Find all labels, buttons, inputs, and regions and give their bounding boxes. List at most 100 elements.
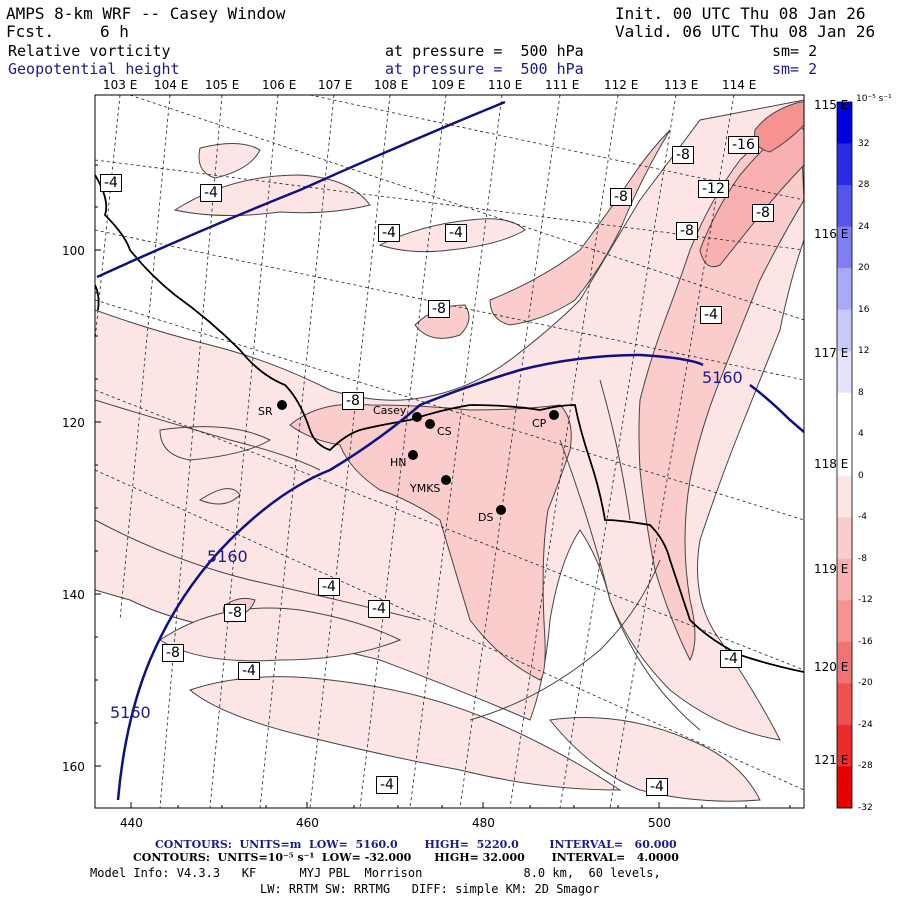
vorticity-contour-label: -4 (720, 650, 742, 668)
lon-label: 107 E (318, 78, 353, 92)
colorbar-label: 20 (858, 263, 870, 274)
lon-label: 111 E (545, 78, 580, 92)
right-lon-label: 120 E (814, 660, 849, 674)
vorticity-contour-label: -8 (610, 188, 632, 206)
lon-label: 105 E (205, 78, 240, 92)
colorbar-swatch (837, 683, 852, 726)
vorticity-contour-label: -8 (672, 146, 694, 164)
station-dot-casey[interactable] (412, 412, 422, 422)
vorticity-contour-label: -12 (698, 180, 729, 198)
colorbar-swatch (837, 143, 852, 186)
right-lon-label: 118 E (814, 457, 849, 471)
station-dot-cp[interactable] (549, 410, 559, 420)
station-label-cs: CS (437, 425, 452, 438)
lon-label: 106 E (262, 78, 297, 92)
vorticity-contour-label: -4 (318, 578, 340, 596)
shaded-vorticity (95, 99, 804, 802)
right-lon-label: 115 E (814, 98, 849, 112)
field-1-pressure: at pressure = 500 hPa (385, 42, 584, 60)
vorticity-contour-label: -4 (200, 184, 222, 202)
lon-label: 104 E (154, 78, 189, 92)
vorticity-contour-label: -8 (342, 392, 364, 410)
vorticity-contour-label: -4 (700, 306, 722, 324)
colorbar-swatch (837, 600, 852, 643)
lon-label: 103 E (103, 78, 138, 92)
field-2-smoothing: sm= 2 (772, 60, 818, 78)
valid-time: Valid. 06 UTC Thu 08 Jan 26 (615, 22, 876, 41)
colorbar-swatch (837, 226, 852, 269)
y-tick-label: 160 (62, 760, 85, 774)
footer-model-info: Model Info: V4.3.3 KF MYJ PBL Morrison 8… (90, 866, 661, 880)
colorbar-swatch (837, 724, 852, 767)
colorbar-label: -16 (858, 636, 873, 647)
colorbar-unit: 10⁻⁵ s⁻¹ (856, 94, 892, 104)
plot-title: AMPS 8-km WRF -- Casey Window (6, 4, 286, 23)
x-tick-label: 500 (648, 816, 671, 830)
station-dot-cs[interactable] (425, 419, 435, 429)
vorticity-contour-label: -4 (445, 224, 467, 242)
station-label-ymks: YMKS (410, 482, 441, 495)
vorticity-contour-label: -4 (646, 778, 668, 796)
colorbar-swatch (837, 185, 852, 228)
colorbar-label: -4 (858, 512, 867, 523)
lon-label: 113 E (664, 78, 699, 92)
station-label-ds: DS (478, 511, 494, 524)
y-tick-label: 100 (62, 244, 85, 258)
colorbar-label: 4 (858, 429, 864, 440)
right-lon-label: 117 E (814, 346, 849, 360)
field-2-name: Geopotential height (8, 60, 180, 78)
vorticity-contour-label: -4 (238, 662, 260, 680)
field-1-name: Relative vorticity (8, 42, 171, 60)
colorbar-label: 28 (858, 180, 870, 191)
station-label-cp: CP (532, 417, 547, 430)
colorbar (837, 102, 852, 809)
colorbar-label: -32 (858, 803, 873, 813)
colorbar-swatch (837, 766, 852, 809)
colorbar-swatch (837, 392, 852, 435)
height-contour-label: 5160 (207, 547, 248, 566)
y-tick-label: 120 (62, 416, 85, 430)
colorbar-label: -28 (858, 761, 873, 772)
vorticity-contour-label: -4 (368, 600, 390, 618)
station-dot-sr[interactable] (277, 400, 287, 410)
lon-label: 110 E (488, 78, 523, 92)
colorbar-swatch (837, 517, 852, 560)
vorticity-contour-label: -8 (428, 300, 450, 318)
colorbar-label: 12 (858, 346, 870, 357)
right-lon-label: 119 E (814, 562, 849, 576)
colorbar-label: -8 (858, 553, 867, 564)
colorbar-swatch (837, 641, 852, 684)
lon-label: 108 E (374, 78, 409, 92)
colorbar-label: 8 (858, 387, 864, 398)
station-label-sr: SR (258, 405, 273, 418)
station-dot-hn[interactable] (408, 450, 418, 460)
forecast-label: Fcst. (6, 22, 55, 41)
plot-frame (94, 94, 805, 809)
colorbar-label: 16 (858, 304, 870, 315)
colorbar-label: 32 (858, 138, 870, 149)
vorticity-contour-label: -4 (100, 174, 122, 192)
colorbar-swatch (837, 558, 852, 601)
vorticity-contour-label: -16 (728, 136, 759, 154)
colorbar-swatch (837, 102, 852, 145)
vorticity-contour-label: -8 (224, 604, 246, 622)
field-1-smoothing: sm= 2 (772, 42, 818, 60)
coastline (95, 174, 804, 673)
x-tick-label: 440 (120, 816, 143, 830)
colorbar-swatch (837, 434, 852, 477)
height-contours (96, 100, 804, 801)
footer-physics-info: LW: RRTM SW: RRTMG DIFF: simple KM: 2D S… (260, 882, 600, 896)
height-contour-label: 5160 (110, 703, 151, 722)
vorticity-contour-label: -4 (376, 776, 398, 794)
colorbar-swatch (837, 309, 852, 352)
vorticity-contour-label: -4 (378, 224, 400, 242)
station-dot-ds[interactable] (496, 505, 506, 515)
colorbar-label: -12 (858, 595, 873, 606)
colorbar-label: 0 (858, 470, 864, 481)
forecast-value: 6 h (100, 22, 129, 41)
station-dot-ymks[interactable] (441, 475, 451, 485)
height-contour-label: 5160 (702, 368, 743, 387)
colorbar-swatch (837, 475, 852, 518)
footer-height-contours: CONTOURS: UNITS=m LOW= 5160.0 HIGH= 5220… (155, 838, 677, 851)
axis-ticks (95, 164, 791, 808)
